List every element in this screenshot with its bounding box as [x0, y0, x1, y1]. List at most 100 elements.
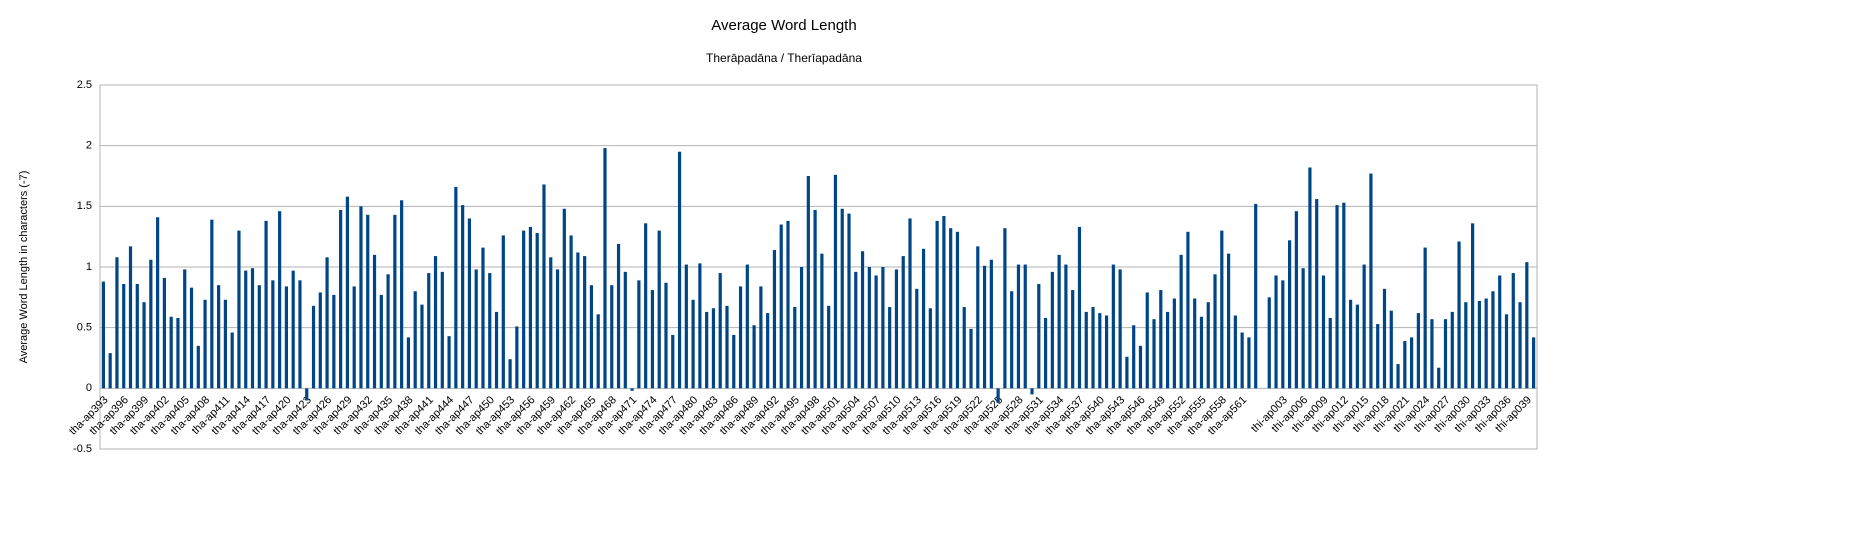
bar [732, 334, 736, 389]
bar [1457, 241, 1461, 389]
bar [1443, 319, 1448, 389]
bar [1010, 291, 1014, 389]
bar [1423, 247, 1427, 389]
bar [1159, 290, 1163, 389]
bar [1396, 364, 1400, 389]
bar [718, 273, 722, 389]
bar [1030, 388, 1034, 395]
bar [786, 220, 790, 389]
bar [766, 313, 770, 389]
bar [1152, 319, 1156, 389]
bar [393, 214, 397, 389]
bar [1206, 302, 1210, 389]
bar [461, 205, 465, 389]
plot-frame [99, 84, 1538, 450]
bar [738, 286, 743, 389]
bar [156, 217, 160, 389]
bar [413, 291, 417, 389]
bar [1071, 290, 1075, 389]
bar [1315, 199, 1319, 389]
bar [691, 299, 695, 389]
bar [189, 287, 194, 389]
bar [915, 288, 919, 389]
bar [366, 214, 370, 389]
y-tick-label: 1.5 [77, 200, 92, 212]
bar [1335, 205, 1339, 389]
bar [1484, 298, 1488, 389]
bar [711, 308, 716, 389]
bar [101, 281, 105, 389]
bar [433, 256, 438, 389]
bar [535, 233, 539, 389]
bar [1172, 298, 1176, 389]
bar [942, 216, 946, 389]
bar [894, 269, 899, 389]
bar [203, 299, 207, 389]
bar [237, 230, 241, 389]
bar [1294, 211, 1298, 389]
bar [949, 228, 953, 389]
bar [481, 247, 485, 389]
bar [1199, 316, 1204, 389]
bar [928, 308, 932, 389]
y-tick-label: 0 [86, 382, 92, 394]
bar [1037, 283, 1041, 389]
bar [1430, 319, 1434, 389]
bar [467, 218, 472, 389]
bar [562, 208, 566, 389]
bar [1213, 274, 1217, 389]
y-tick-label: -0.5 [73, 443, 92, 455]
bar [1491, 291, 1495, 389]
y-tick-label: 2.5 [77, 79, 92, 91]
bar [996, 388, 1000, 403]
bar [488, 273, 492, 389]
y-tick-label: 1 [86, 261, 92, 273]
bar [874, 275, 878, 389]
bar [339, 209, 343, 389]
bar [284, 286, 289, 389]
bar [1321, 275, 1326, 389]
bar [298, 280, 302, 389]
bar [657, 230, 661, 389]
bar [122, 283, 126, 389]
bar [793, 307, 797, 389]
bar [1532, 337, 1536, 389]
bar [1362, 264, 1366, 389]
bar [1118, 269, 1122, 389]
bar [1389, 310, 1393, 389]
bar [1016, 264, 1021, 389]
bar [833, 174, 838, 389]
bar [447, 336, 451, 389]
bar [569, 235, 573, 389]
bar [1043, 317, 1048, 389]
bar [196, 345, 200, 389]
bar [1023, 264, 1027, 389]
bar [528, 226, 533, 389]
bar [386, 274, 390, 389]
bar [1003, 228, 1007, 389]
bar [311, 305, 316, 389]
bar [1226, 253, 1231, 389]
bar [400, 200, 404, 389]
bar [1247, 337, 1251, 389]
bar [515, 326, 519, 389]
bar [427, 273, 431, 389]
bar [522, 230, 526, 389]
bar [1511, 273, 1515, 389]
bar [1111, 264, 1115, 389]
bar [827, 305, 831, 389]
bar [406, 337, 411, 389]
bar [860, 251, 865, 389]
bar [576, 252, 580, 389]
bar [1125, 356, 1129, 389]
bar [1193, 298, 1197, 389]
bar [935, 220, 939, 389]
bar [623, 271, 627, 389]
bar [542, 184, 546, 389]
bar [217, 285, 221, 389]
bar [684, 264, 688, 389]
bar [752, 325, 756, 389]
bar [420, 304, 424, 389]
bar [1410, 337, 1414, 389]
bar [813, 209, 817, 389]
